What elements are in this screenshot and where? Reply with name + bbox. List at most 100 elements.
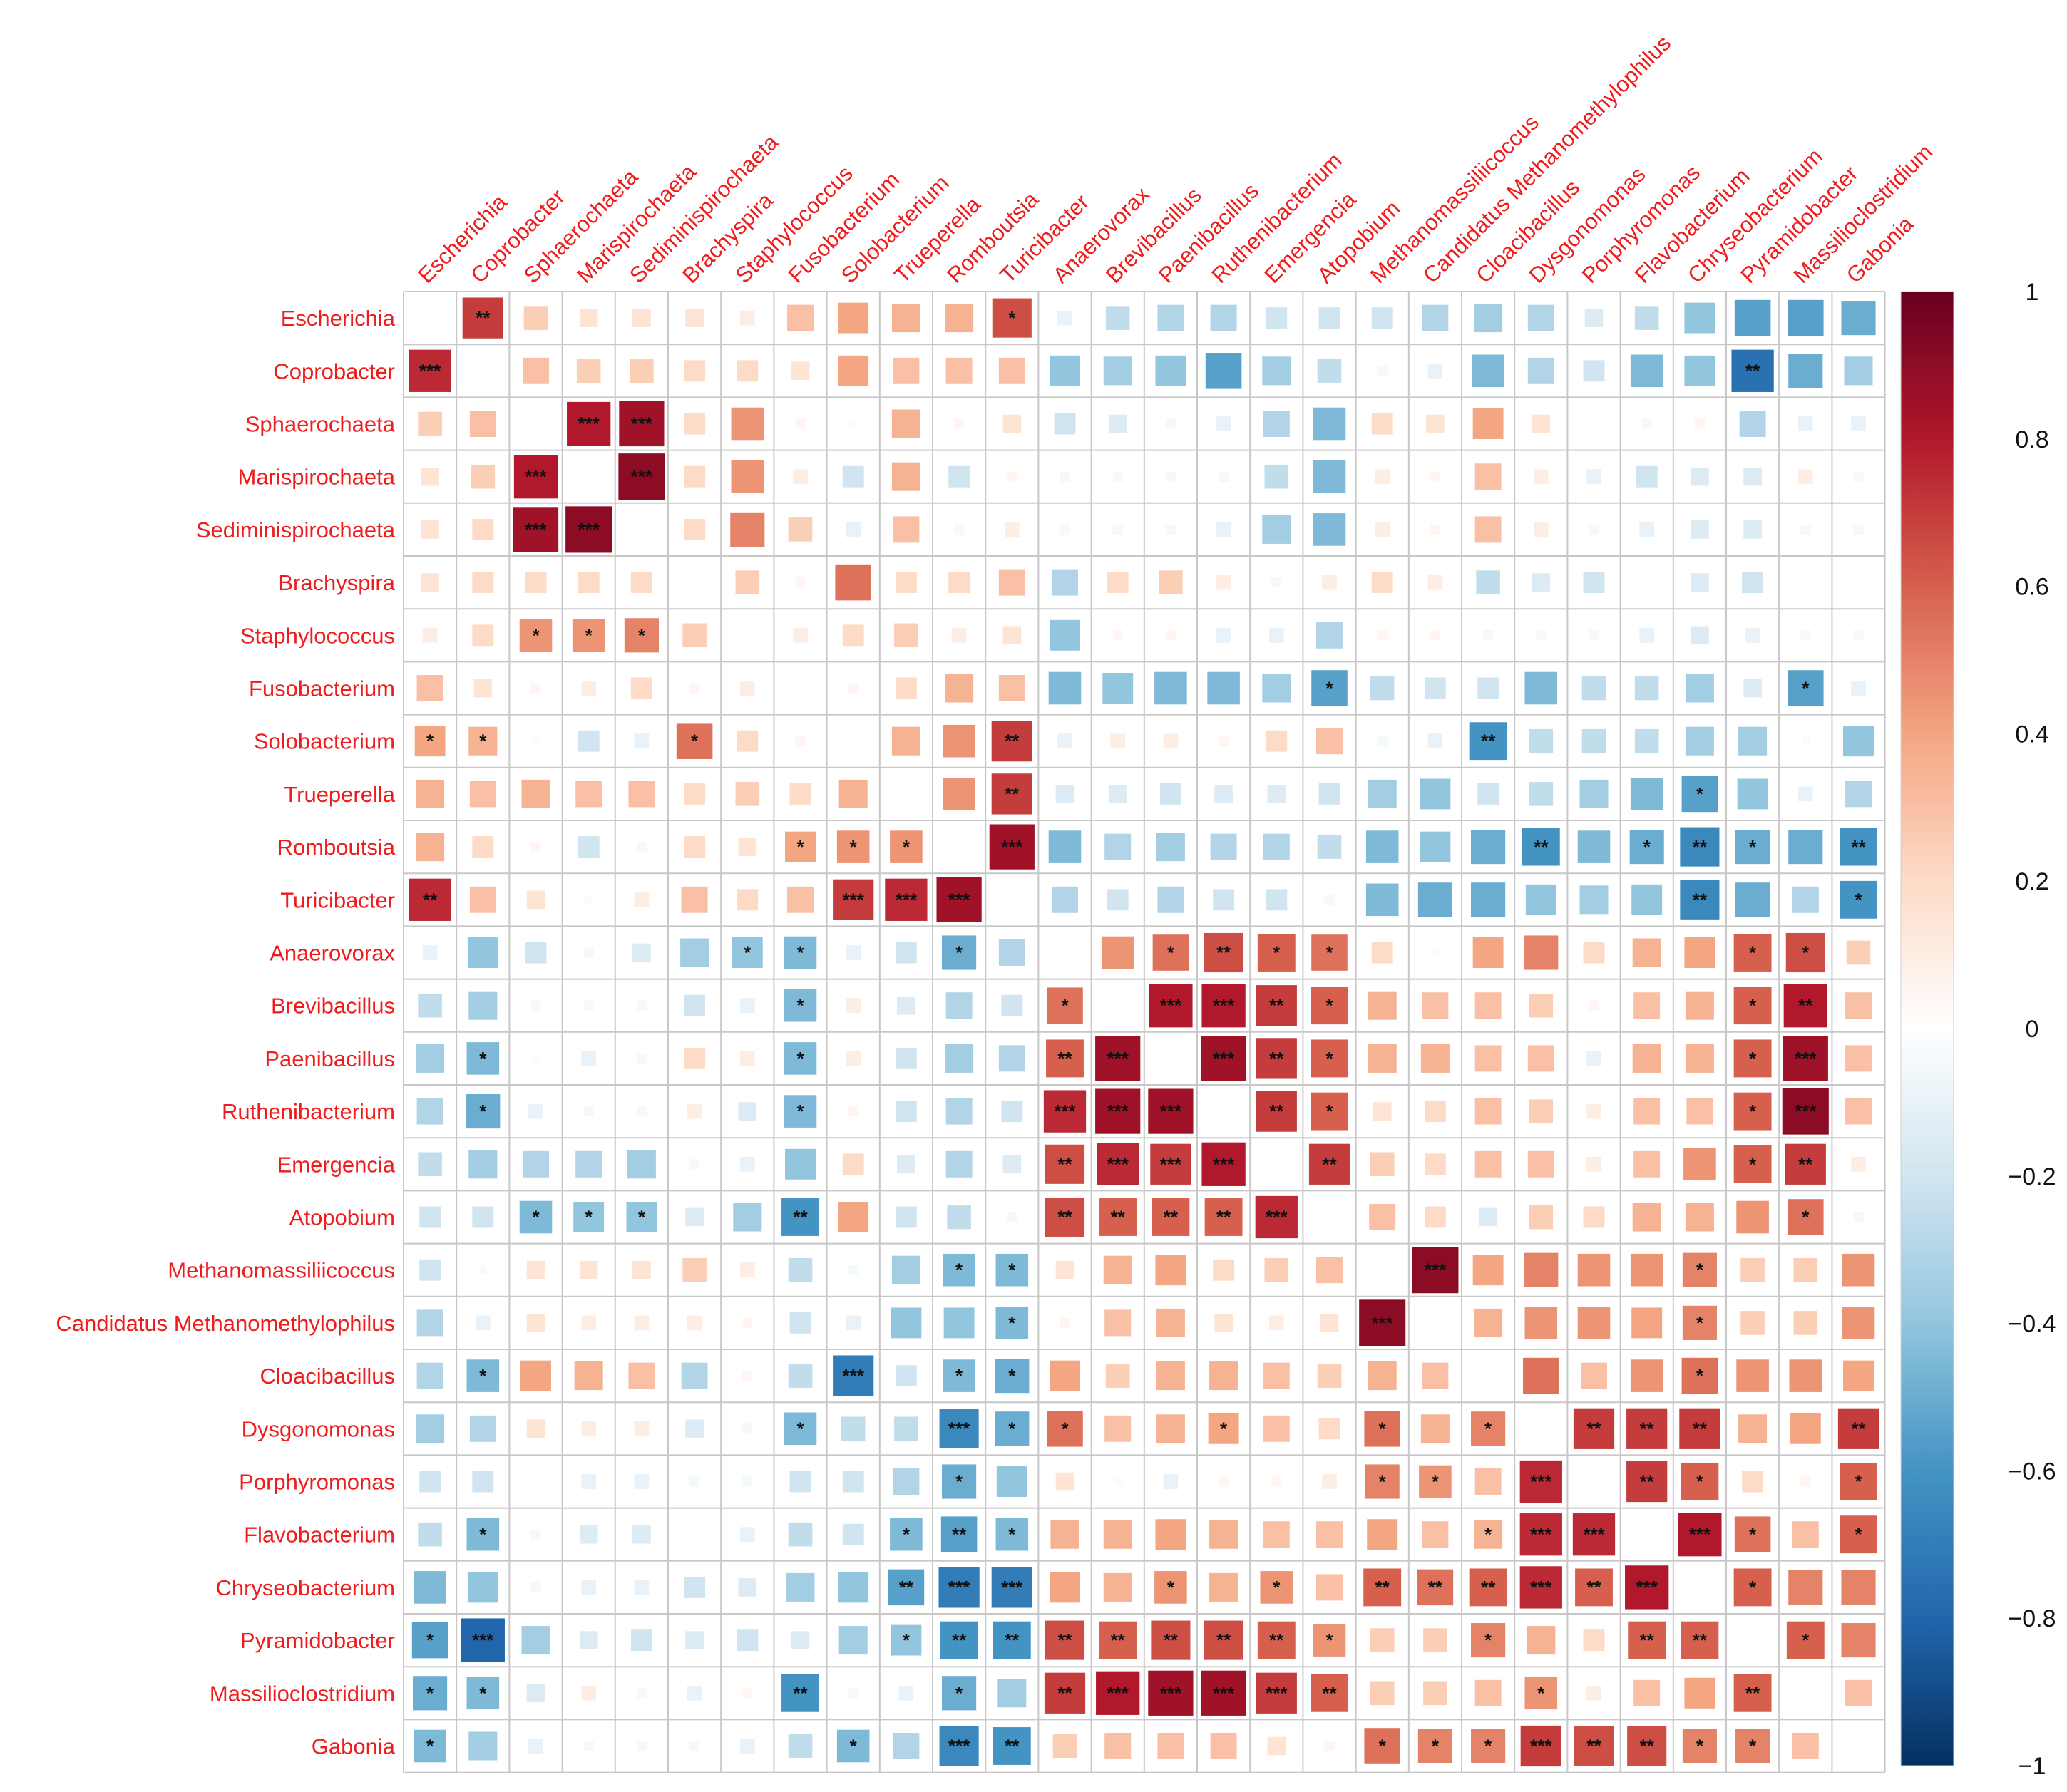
cell-20-22 xyxy=(1579,1361,1609,1391)
cell-2-16 xyxy=(1262,409,1291,438)
cell-8-25 xyxy=(1737,726,1768,757)
cell-19-20 xyxy=(1472,1307,1504,1339)
significance-26-16: *** xyxy=(1266,1682,1288,1704)
colorbar: 1 0.8 0.6 0.4 0.2 0 −0.2 −0.4 −0.6 −0.8 −1 xyxy=(1900,279,2056,1780)
significance-22-18: * xyxy=(1379,1471,1387,1493)
significance-24-20: ** xyxy=(1481,1577,1496,1598)
cell-7-16 xyxy=(1261,672,1292,704)
cell-0-27 xyxy=(1840,299,1877,336)
significance-12-26: * xyxy=(1802,942,1810,964)
cell-24-0 xyxy=(412,1570,448,1605)
cell-19-5 xyxy=(686,1314,703,1332)
cell-23-14 xyxy=(1154,1518,1187,1551)
cell-1-13 xyxy=(1102,355,1134,386)
cell-2-9 xyxy=(891,408,922,440)
cell-18-27 xyxy=(1841,1252,1876,1287)
significance-27-0: * xyxy=(426,1736,434,1757)
cell-25-4 xyxy=(630,1628,654,1652)
significance-25-15: ** xyxy=(1216,1629,1231,1651)
cell-21-22 xyxy=(1572,1407,1616,1451)
significance-24-9: ** xyxy=(899,1577,914,1598)
significance-25-17: * xyxy=(1325,1629,1333,1651)
cell-4-18 xyxy=(1373,521,1391,538)
cell-22-14 xyxy=(1162,1473,1179,1490)
cell-3-24 xyxy=(1689,466,1710,488)
cell-0-10 xyxy=(943,302,975,334)
cell-5-2 xyxy=(524,570,548,594)
cell-2-10 xyxy=(953,417,965,431)
cell-25-21 xyxy=(1525,1624,1556,1656)
cell-22-25 xyxy=(1740,1470,1765,1493)
row-label-3: Marispirochaeta xyxy=(237,465,395,490)
cell-4-3 xyxy=(564,505,613,554)
cell-9-11 xyxy=(990,772,1034,816)
significance-23-1: * xyxy=(479,1524,487,1545)
cell-17-23 xyxy=(1631,1201,1663,1233)
cell-10-2 xyxy=(529,840,543,853)
cell-16-10 xyxy=(945,1150,974,1179)
cell-11-4 xyxy=(633,891,650,909)
significance-0-1: ** xyxy=(476,307,491,329)
cell-21-12 xyxy=(1045,1409,1084,1448)
cell-24-9 xyxy=(887,1568,925,1607)
cell-20-6 xyxy=(741,1369,754,1382)
cell-14-10 xyxy=(943,1043,975,1074)
cell-9-21 xyxy=(1528,781,1554,808)
significance-14-16: ** xyxy=(1269,1048,1284,1069)
cell-4-12 xyxy=(1058,523,1072,536)
significance-19-24: * xyxy=(1696,1312,1704,1334)
cell-8-23 xyxy=(1633,728,1660,755)
cell-5-3 xyxy=(577,570,601,594)
cell-1-21 xyxy=(1527,356,1556,386)
cell-4-17 xyxy=(1312,512,1347,547)
significance-13-17: * xyxy=(1325,995,1333,1016)
row-label-7: Fusobacterium xyxy=(249,676,395,701)
significance-25-20: * xyxy=(1484,1629,1492,1651)
significance-27-11: ** xyxy=(1005,1736,1020,1757)
cell-0-12 xyxy=(1056,309,1074,326)
significance-23-22: *** xyxy=(1583,1524,1605,1545)
cell-3-25 xyxy=(1742,466,1763,488)
cell-17-14 xyxy=(1150,1197,1191,1237)
cell-15-5 xyxy=(686,1103,703,1120)
cell-10-26 xyxy=(1787,828,1824,865)
cell-15-27 xyxy=(1844,1097,1873,1126)
significance-16-17: ** xyxy=(1322,1153,1337,1175)
colorbar-tick-7: −0.4 xyxy=(2008,1311,2056,1338)
cell-18-24 xyxy=(1681,1252,1718,1289)
cell-20-21 xyxy=(1522,1356,1561,1395)
cell-16-25 xyxy=(1733,1144,1773,1185)
significance-22-23: ** xyxy=(1640,1471,1655,1493)
cell-2-17 xyxy=(1312,406,1347,441)
cell-9-12 xyxy=(1055,783,1075,805)
cell-21-7 xyxy=(783,1411,818,1446)
cell-24-20 xyxy=(1468,1567,1509,1607)
cell-12-21 xyxy=(1522,934,1559,972)
cell-9-7 xyxy=(789,782,812,806)
significance-24-19: ** xyxy=(1428,1577,1443,1598)
cell-1-14 xyxy=(1154,354,1187,388)
significance-27-8: * xyxy=(850,1736,858,1757)
cell-9-17 xyxy=(1318,782,1341,806)
cell-13-6 xyxy=(739,997,756,1014)
cell-24-8 xyxy=(836,1570,870,1604)
cell-17-26 xyxy=(1786,1198,1825,1237)
cell-4-24 xyxy=(1689,519,1710,540)
cell-6-0 xyxy=(421,627,438,644)
cell-14-27 xyxy=(1844,1044,1873,1073)
significance-14-25: * xyxy=(1749,1048,1757,1069)
cell-14-5 xyxy=(682,1046,707,1071)
cell-18-1 xyxy=(478,1265,488,1275)
cell-15-25 xyxy=(1733,1091,1773,1132)
cell-19-6 xyxy=(741,1317,754,1329)
cell-18-17 xyxy=(1315,1255,1344,1284)
cell-4-16 xyxy=(1261,514,1292,545)
cell-5-14 xyxy=(1157,569,1184,596)
cell-0-24 xyxy=(1683,302,1716,335)
significance-14-15: *** xyxy=(1213,1048,1235,1069)
colorbar-border xyxy=(1900,291,1954,1766)
cell-14-4 xyxy=(635,1052,648,1065)
cell-2-1 xyxy=(468,409,498,438)
cell-14-19 xyxy=(1420,1043,1451,1074)
row-label-2: Sphaerochaeta xyxy=(245,412,396,437)
